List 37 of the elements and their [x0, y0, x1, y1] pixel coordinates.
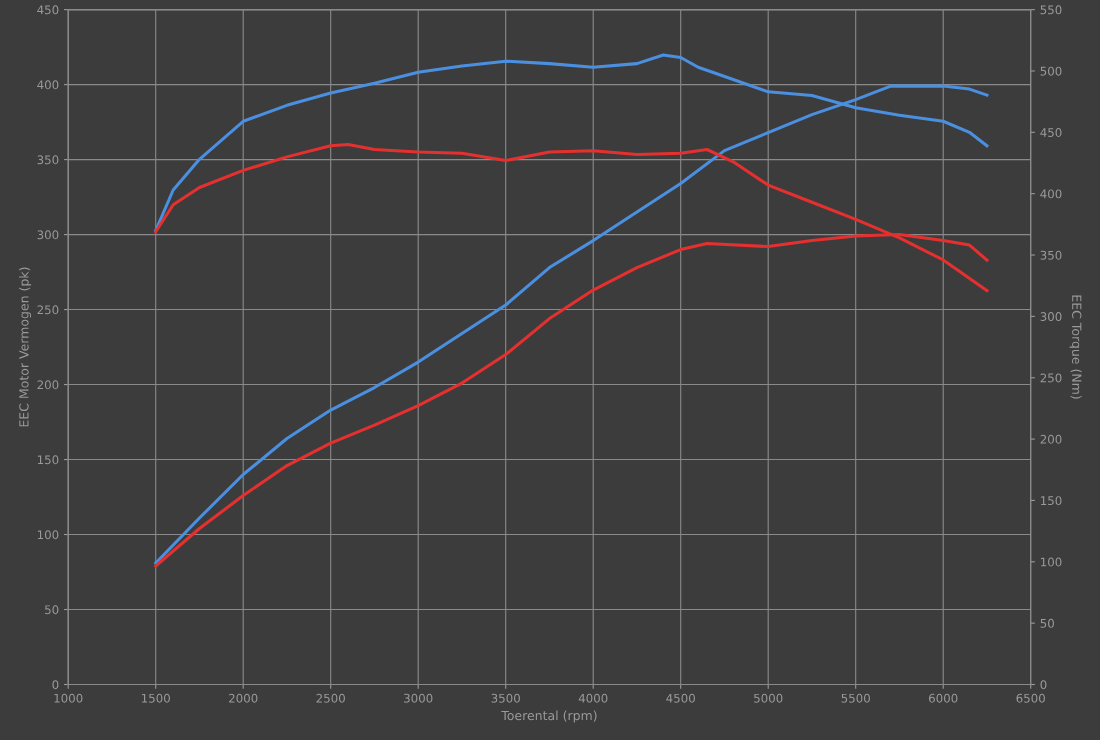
y2-tick-label: 400 [1040, 189, 1062, 199]
x-tick-label: 1500 [141, 693, 170, 703]
y2-tick-label: 250 [1040, 373, 1062, 383]
y-axis-title: EEC Motor Vermogen (pk) [18, 267, 32, 427]
x-tick-label: 5500 [841, 693, 870, 703]
y2-tick-label: 550 [1040, 5, 1062, 15]
y2-tick-label: 450 [1040, 128, 1062, 137]
y2-tick-label: 0 [1040, 680, 1047, 690]
y2-tick-label: 350 [1040, 250, 1062, 260]
x-tick-label: 4000 [578, 693, 608, 703]
y-tick-label: 400 [37, 80, 59, 90]
y-tick-label: 300 [37, 230, 59, 240]
y-tick-label: 150 [37, 455, 59, 465]
x-tick-label: 1000 [54, 693, 83, 703]
y2-tick-label: 500 [1040, 66, 1062, 76]
y-tick-label: 350 [37, 155, 59, 165]
y-tick-label: 100 [37, 530, 59, 540]
y2-tick-label: 300 [1040, 312, 1062, 322]
x-tick-label: 3000 [404, 693, 433, 703]
y2-tick-label: 100 [1041, 557, 1062, 567]
x-tick-label: 3500 [491, 693, 520, 703]
y-tick-label: 200 [37, 380, 59, 390]
y2-tick-label: 50 [1040, 618, 1054, 628]
y-tick-label: 450 [37, 5, 59, 15]
y2-axis-title: EEC Torque (Nm) [1069, 295, 1082, 399]
y-tick-label: 250 [37, 305, 59, 315]
x-tick-label: 2500 [316, 693, 345, 703]
y-tick-label: 50 [45, 605, 59, 615]
x-axis-title: Toerental (rpm) [501, 710, 597, 723]
y-tick-label: 0 [52, 680, 59, 690]
y2-tick-label: 200 [1040, 434, 1062, 444]
x-tick-label: 6000 [929, 693, 958, 703]
x-tick-label: 2000 [229, 693, 258, 703]
x-tick-label: 4500 [666, 693, 695, 703]
x-tick-label: 6500 [1016, 693, 1045, 703]
y2-tick-label: 150 [1041, 496, 1062, 506]
x-tick-label: 5000 [754, 693, 783, 703]
